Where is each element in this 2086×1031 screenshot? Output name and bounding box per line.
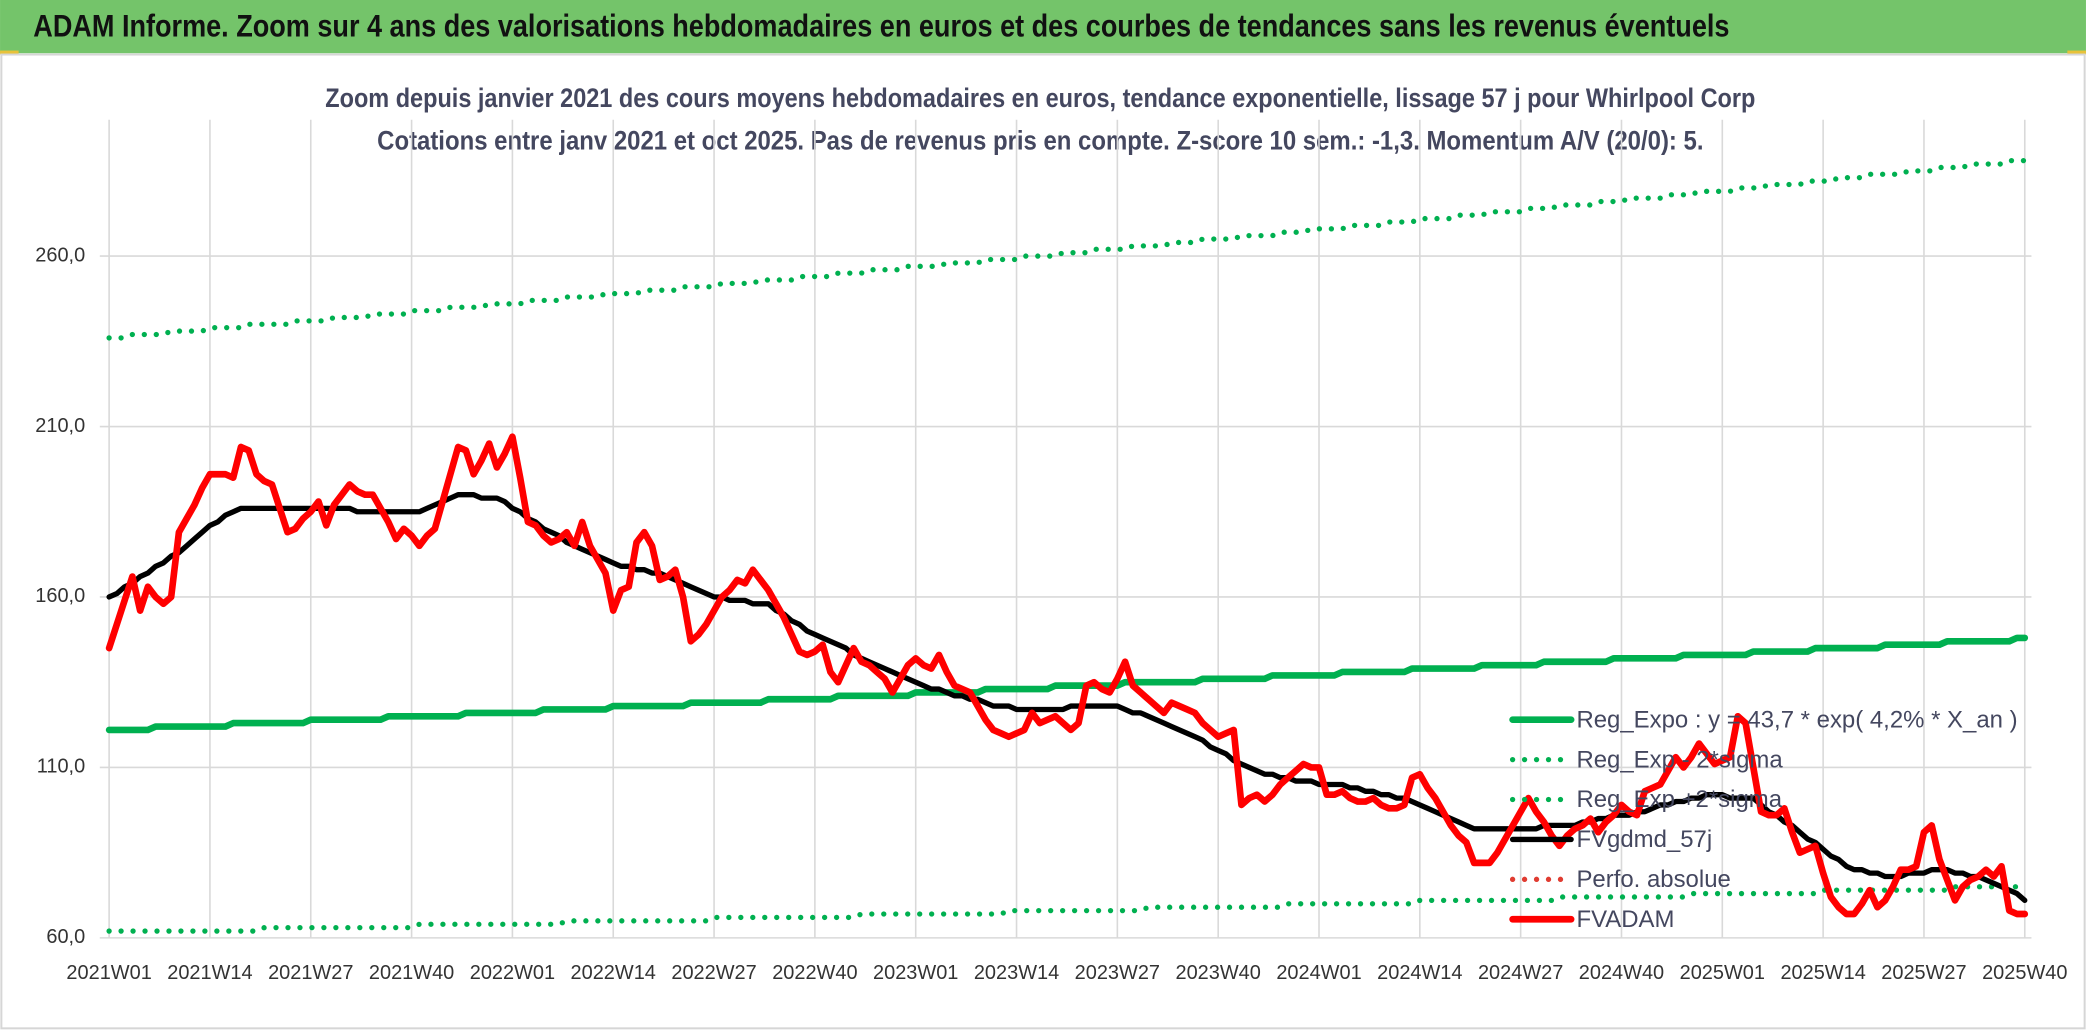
y-tick-label: 210,0 xyxy=(35,415,85,437)
series-line xyxy=(105,433,2029,918)
x-tick-label: 2025W27 xyxy=(1881,962,1966,984)
x-tick-label: 2023W27 xyxy=(1075,962,1160,984)
x-tick-label: 2021W40 xyxy=(369,962,454,984)
y-tick-label: 110,0 xyxy=(37,756,85,778)
x-tick-label: 2022W01 xyxy=(470,962,555,984)
x-tick-label: 2021W27 xyxy=(268,962,353,984)
x-tick-label: 2021W14 xyxy=(167,962,252,984)
x-tick-label: 2022W27 xyxy=(671,962,756,984)
x-tick-label: 2021W01 xyxy=(66,962,151,984)
legend-label: Perfo. absolue xyxy=(1576,866,1730,893)
y-tick-label: 60,0 xyxy=(46,926,85,948)
series-line xyxy=(105,634,2029,734)
frame-corner xyxy=(2067,50,2086,55)
series-line xyxy=(106,492,2028,904)
plot xyxy=(105,157,2029,934)
legend-label: Reg_Exp - 2*sigma xyxy=(1576,746,1783,773)
x-tick-label: 2024W27 xyxy=(1478,962,1563,984)
x-tick-label: 2025W40 xyxy=(1982,962,2067,984)
legend-label: Reg_Expo : y = 43,7 * exp( 4,2% * X_an ) xyxy=(1576,706,2017,733)
chart-title: Zoom depuis janvier 2021 des cours moyen… xyxy=(325,83,1755,113)
x-tick-label: 2024W14 xyxy=(1377,962,1462,984)
y-tick-label: 260,0 xyxy=(35,244,85,266)
x-tick-label: 2022W14 xyxy=(571,962,656,984)
x-tick-label: 2024W01 xyxy=(1276,962,1361,984)
legend-label: FVgdmd_57j xyxy=(1576,826,1712,853)
series-line xyxy=(106,884,2028,934)
chart-frame xyxy=(0,53,2086,1030)
legend-label: Reg_Exp +2*sigma xyxy=(1576,786,1782,813)
x-tick-label: 2024W40 xyxy=(1579,962,1664,984)
x-tick-label: 2025W14 xyxy=(1780,962,1865,984)
grid: 60,0 110,0 160,0 210,0 260,0 2021W01 2021W14 20… xyxy=(35,119,2067,984)
chart-subtitle: Cotations entre janv 2021 et oct 2025. P… xyxy=(377,125,1703,155)
x-tick-label: 2023W40 xyxy=(1176,962,1261,984)
x-tick-label: 2025W01 xyxy=(1680,962,1765,984)
x-tick-label: 2022W40 xyxy=(772,962,857,984)
frame-corner xyxy=(0,50,19,55)
series-line xyxy=(106,157,2028,341)
legend: Reg_Expo : y = 43,7 * exp( 4,2% * X_an )… xyxy=(1509,706,2018,933)
header-bar xyxy=(0,0,2086,54)
header-title: ADAM Informe. Zoom sur 4 ans des valoris… xyxy=(33,7,1729,43)
y-tick-label: 160,0 xyxy=(35,585,85,607)
legend-label: FVADAM xyxy=(1576,906,1674,933)
x-tick-label: 2023W01 xyxy=(873,962,958,984)
x-tick-label: 2023W14 xyxy=(974,962,1059,984)
